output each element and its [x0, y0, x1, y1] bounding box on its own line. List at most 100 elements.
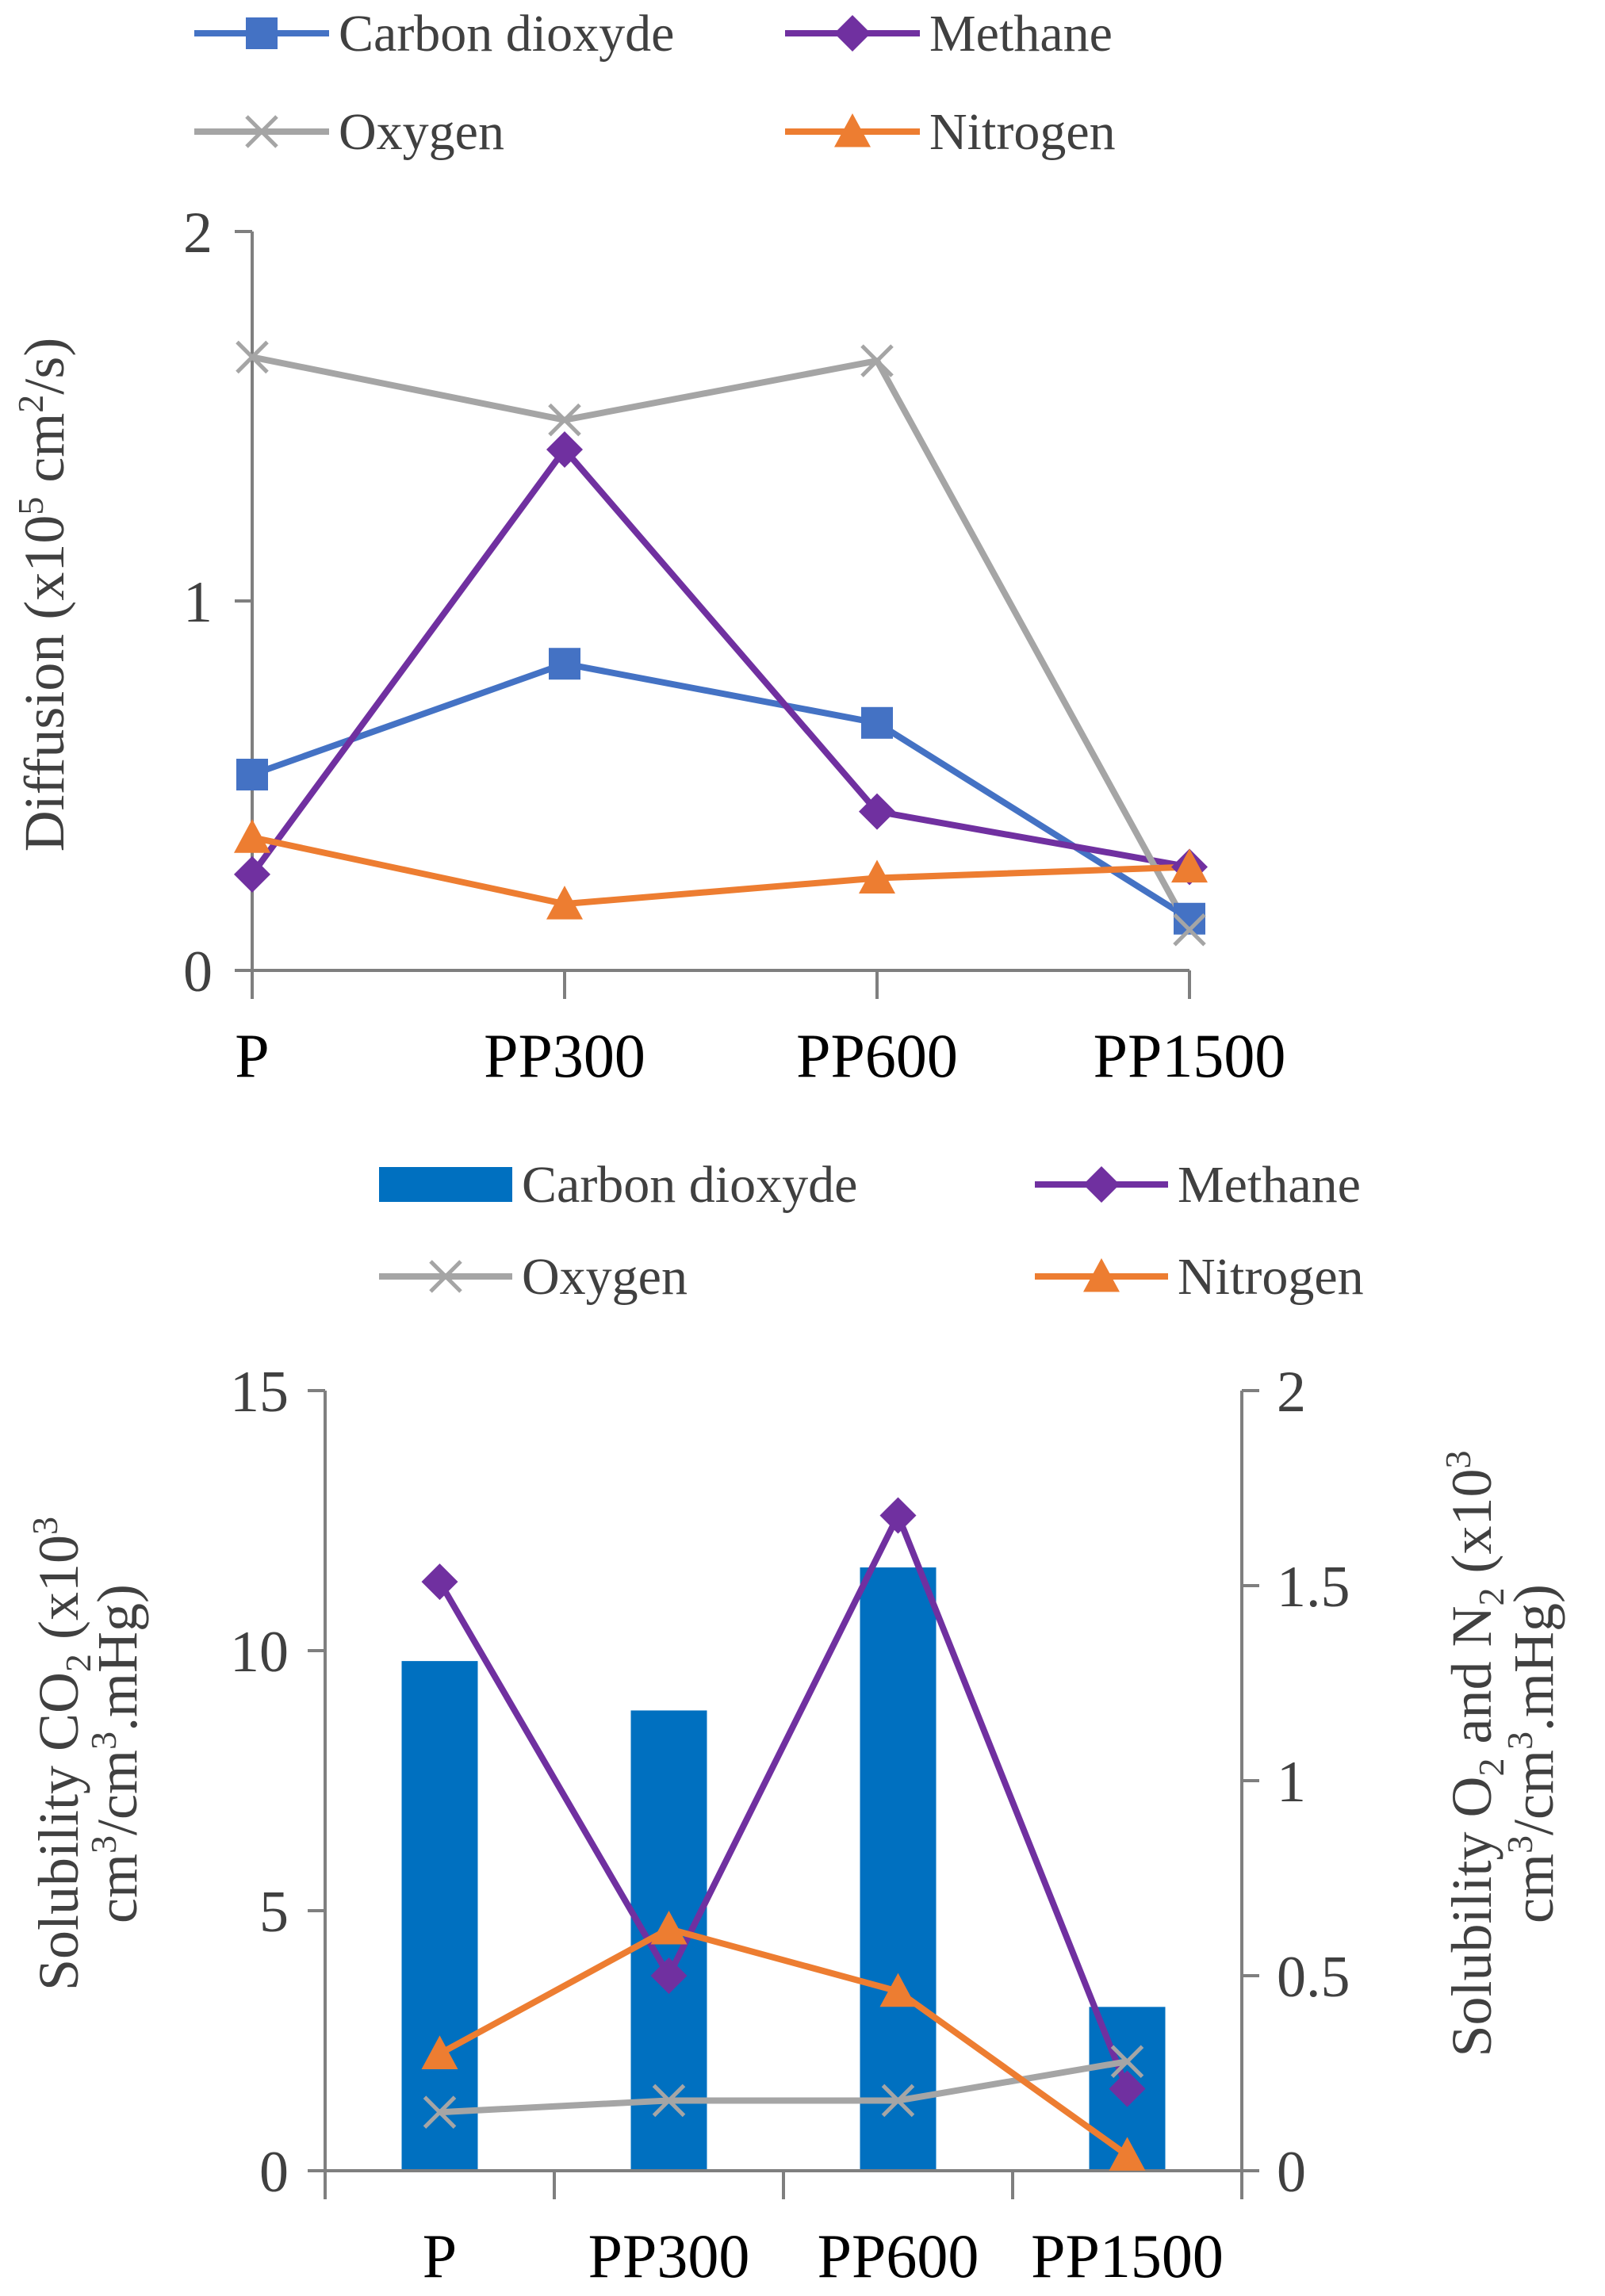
diffusion-point-oxygen-pp1500-stroke-b [1173, 913, 1206, 947]
solubility-category-label-pp300: PP300 [588, 2221, 750, 2290]
solubility-point-oxygen-p [423, 2095, 457, 2129]
solubility-right-tick-label: 1 [1277, 1750, 1306, 1815]
solubility-legend-marker-oxygen-stroke-b [429, 1260, 462, 1293]
solubility-point-oxygen-p-stroke-b [423, 2095, 457, 2129]
solubility-category-labels: P PP300 PP600 PP1500 [423, 2221, 1224, 2290]
label-part: 2 [1471, 1758, 1511, 1776]
diffusion-point-nitrogen-p [234, 819, 270, 853]
label-part: 2 [58, 1654, 98, 1672]
solubility-point-methane-pp1500 [1109, 2070, 1146, 2107]
label-part: (x10 [27, 1535, 90, 1654]
solubility-point-oxygen-pp1500-stroke-b [1110, 2045, 1144, 2079]
solubility-left-tick-label: 15 [230, 1360, 289, 1425]
label-part: 3 [83, 1835, 124, 1854]
solubility-right-axis-label-line2: cm3​/cm3​.mHg) [1500, 1584, 1565, 1923]
diffusion-point-carbon-dioxyde-p [236, 759, 268, 791]
diffusion-legend-label-oxygen: Oxygen [339, 103, 504, 161]
solubility-point-methane-pp300 [650, 1957, 688, 1994]
diffusion-series [234, 340, 1208, 947]
solubility-bar-carbon-dioxyde-pp600 [860, 1567, 937, 2171]
label-part: /cm [86, 1750, 149, 1835]
diffusion-legend-marker-oxygen [245, 115, 278, 148]
solubility-point-methane-pp600 [879, 1497, 917, 1534]
diffusion-legend-marker-nitrogen [834, 113, 871, 147]
label-part: Solubility CO [27, 1672, 90, 1991]
label-part: cm [13, 413, 76, 497]
label-part: 3 [1500, 1732, 1540, 1750]
solubility-point-oxygen-pp1500 [1110, 2045, 1144, 2079]
diffusion-point-methane-pp300 [546, 430, 583, 468]
solubility-category-label-pp600: PP600 [818, 2221, 979, 2290]
solubility-legend-label-carbon-dioxyde: Carbon dioxyde [522, 1156, 857, 1214]
solubility-left-tick-label: 5 [259, 1880, 289, 1945]
diffusion-y-axis-label: Diffusion (x105​ cm2​/s) [10, 338, 76, 852]
diffusion-line-carbon-dioxyde [251, 660, 1192, 922]
solubility-legend-swatch-carbon-dioxyde [379, 1167, 512, 1202]
label-part: /s) [13, 338, 76, 395]
diffusion-point-oxygen-pp300-stroke-b [548, 403, 581, 437]
diffusion-point-methane-pp600 [859, 793, 895, 830]
solubility-line-nitrogen [438, 1925, 1129, 2158]
label-part: cm [86, 1854, 149, 1923]
diffusion-y-tick-label: 1 [183, 570, 213, 635]
solubility-left-axis-label-line1: Solubility CO2​ (x103​ [25, 1517, 98, 1991]
solubility-legend-label-methane: Methane [1178, 1156, 1361, 1214]
diffusion-point-carbon-dioxyde-pp600 [861, 706, 893, 739]
solubility-point-oxygen-pp600-stroke-b [881, 2084, 915, 2118]
diffusion-point-oxygen-pp300 [548, 403, 581, 437]
label-part: and N [1440, 1605, 1503, 1758]
label-part: 3 [25, 1517, 65, 1535]
solubility-bars [401, 1567, 1166, 2171]
diffusion-category-label-p: P [235, 1021, 269, 1090]
solubility-category-label-p: P [423, 2221, 457, 2290]
diffusion-legend-label-methane: Methane [929, 5, 1113, 63]
diffusion-legend-label-carbon-dioxyde: Carbon dioxyde [339, 5, 674, 63]
solubility-line-oxygen [439, 2058, 1128, 2116]
diffusion-category-label-pp1500: PP1500 [1094, 1021, 1286, 1090]
solubility-left-axis-label-line2: cm3​/cm3​.mHg) [83, 1584, 149, 1923]
label-part: 5 [10, 497, 51, 515]
diffusion-legend-marker-carbon-dioxyde [246, 17, 278, 49]
solubility-legend-marker-nitrogen [1083, 1258, 1120, 1292]
label-part: 2 [1471, 1587, 1511, 1605]
label-part: 2 [10, 395, 51, 413]
label-part: Diffusion (x10 [13, 515, 76, 852]
solubility-point-oxygen-pp300-stroke-b [652, 2084, 686, 2118]
diffusion-category-label-pp300: PP300 [484, 1021, 645, 1090]
diffusion-point-nitrogen-pp300 [546, 886, 583, 920]
diffusion-legend-marker-methane [834, 15, 871, 52]
diffusion-point-oxygen-p [236, 340, 269, 374]
diffusion-category-labels: P PP300 PP600 PP1500 [235, 1021, 1285, 1090]
solubility-point-oxygen-pp300 [652, 2084, 686, 2118]
diffusion-point-oxygen-pp600-stroke-b [860, 344, 894, 377]
solubility-point-methane-p [421, 1563, 458, 1601]
diffusion-legend-label-nitrogen: Nitrogen [929, 103, 1116, 161]
solubility-legend-label-oxygen: Oxygen [522, 1248, 688, 1306]
diffusion-point-nitrogen-pp1500 [1171, 848, 1208, 883]
diffusion-y-tick-label: 0 [183, 939, 213, 1004]
diffusion-point-oxygen-pp600 [860, 344, 894, 377]
diffusion-line-methane [249, 446, 1190, 877]
diffusion-point-carbon-dioxyde-pp300 [549, 648, 580, 680]
solubility-point-oxygen-pp600 [881, 2084, 915, 2118]
diffusion-axes: 0 1 2 [183, 201, 1191, 1004]
label-part: Solubility O [1440, 1776, 1503, 2057]
solubility-right-tick-label: 2 [1277, 1360, 1306, 1425]
solubility-line-methane [437, 1512, 1131, 2091]
label-part: cm [1502, 1854, 1565, 1923]
solubility-point-nitrogen-pp300 [650, 1910, 688, 1945]
solubility-right-tick-label: 0 [1277, 2140, 1306, 2205]
solubility-legend-marker-methane [1083, 1166, 1120, 1203]
label-part: .mHg) [86, 1584, 149, 1732]
diffusion-line-oxygen [251, 354, 1193, 932]
label-part: .mHg) [1502, 1584, 1565, 1732]
solubility-bar-carbon-dioxyde-p [401, 1661, 478, 2171]
label-part: 3 [1500, 1835, 1540, 1854]
solubility-point-nitrogen-pp600 [879, 1973, 917, 2007]
diffusion-point-methane-p [234, 855, 270, 893]
solubility-legend-marker-oxygen [429, 1260, 462, 1293]
diffusion-line-nitrogen [251, 834, 1190, 908]
